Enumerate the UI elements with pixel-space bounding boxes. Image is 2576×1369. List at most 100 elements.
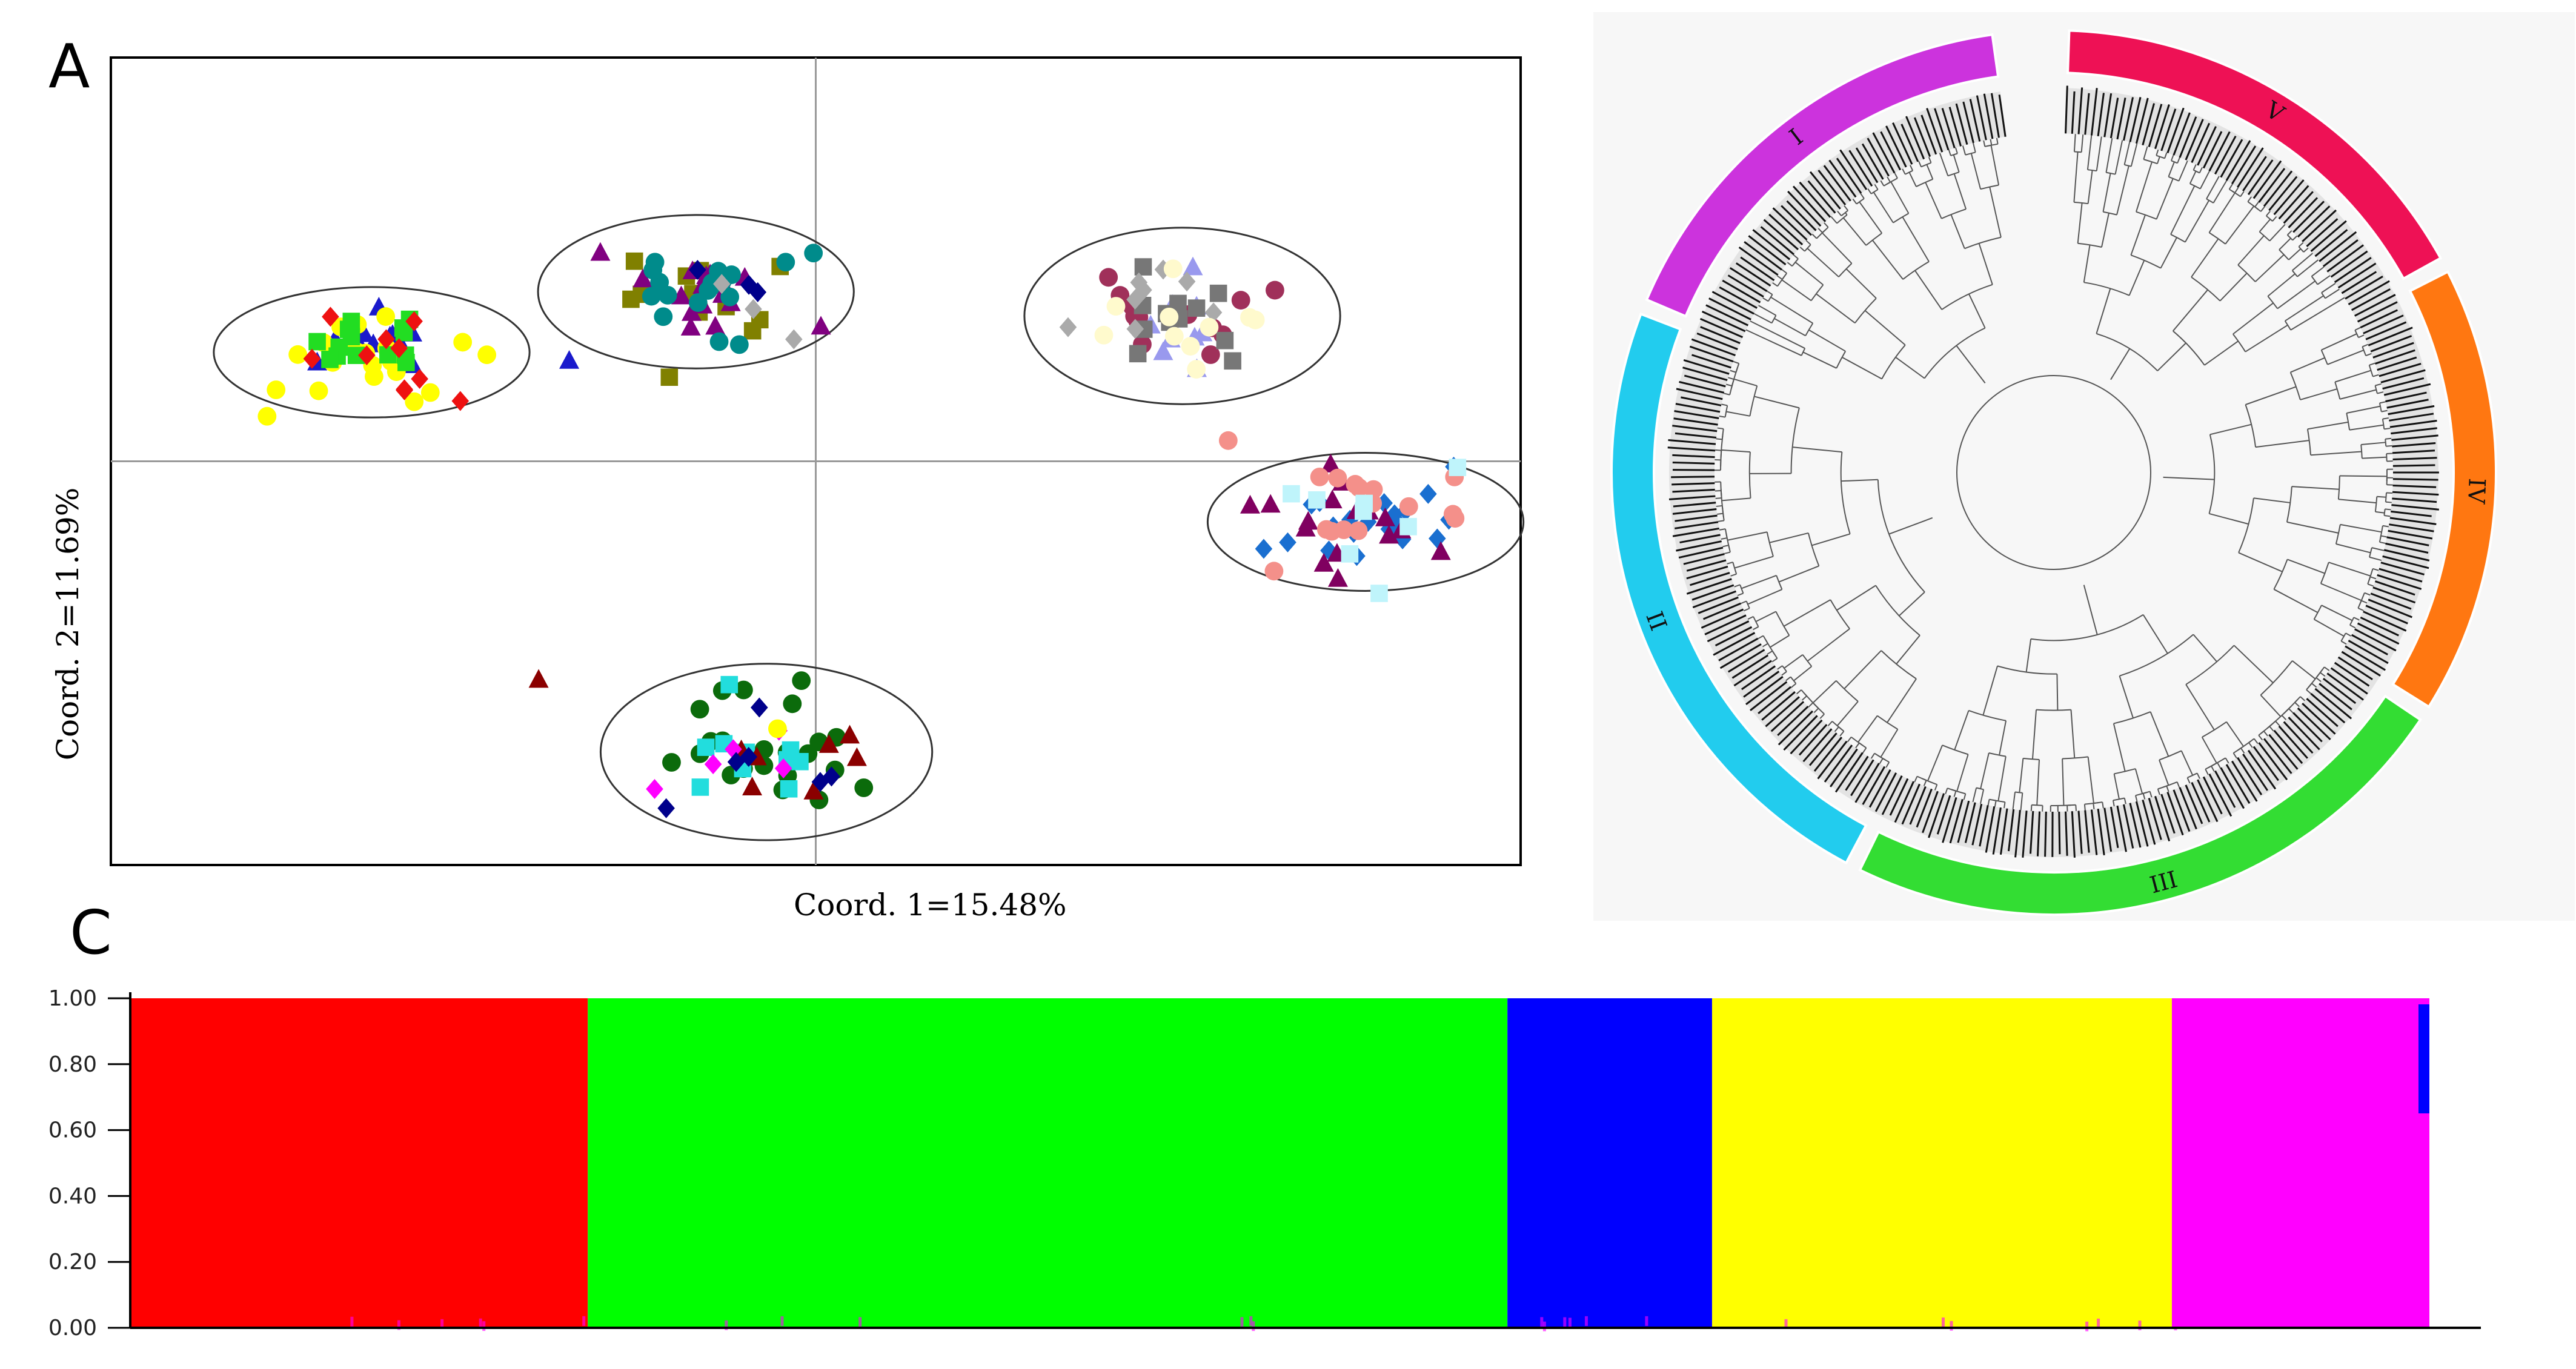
tree-branch [2163,476,2215,480]
leaf-label [2392,478,2438,481]
data-point [776,253,795,272]
tree-branch [1862,747,1867,754]
tree-branch [1771,658,1778,663]
leaf-label [1699,317,1744,339]
leaf-label [1675,521,1719,529]
tree-branch [1718,520,1724,522]
tree-branch [2286,234,2293,241]
tree-branch [1871,189,1879,194]
tree-branch [2123,798,2126,804]
tree-branch [2379,401,2386,404]
leaf-label [2297,205,2331,238]
structure-barplot: 1.00 0.80 0.60 0.40 0.20 0.00 [48,986,2481,1341]
tree-branch [2185,684,2215,731]
leaf-label [1705,304,1749,327]
tree-branch [2159,750,2182,761]
tree-branch [2325,288,2340,299]
leaf-label [1874,772,1897,812]
tree-branch [2273,559,2288,590]
tree-branch [2062,758,2065,806]
tree-branch [1796,689,1802,695]
data-point [376,307,396,326]
tree-branch [2130,214,2146,256]
leaf-label [1672,508,1717,515]
tree-branch [2349,625,2356,629]
tree-branch [1722,545,1729,548]
data-point [1240,494,1260,514]
leaf-label [2202,131,2223,169]
leaf-label [2310,220,2347,252]
data-point [1209,284,1227,302]
leaf-label [2345,275,2383,300]
data-point [1320,454,1341,472]
data-point [722,265,741,284]
leaf-label [2372,586,2416,604]
tree-branch [1851,736,1863,746]
tree-branch [1730,367,1739,388]
tree-branch [2381,409,2388,413]
tree-branch [2292,235,2298,241]
tree-branch [2205,769,2209,775]
clade-band-II [1610,312,1868,865]
data-point [1346,475,1365,494]
leaf-label [2071,811,2076,858]
leaf-label [1850,759,1874,797]
tree-branch [2310,451,2362,456]
leaf-label [2220,139,2243,178]
leaf-label [2123,97,2134,141]
leaf-label [1715,626,1753,647]
tree-branch [2173,330,2205,366]
tree-branch [1847,737,1852,743]
tree-branch [1808,702,1814,708]
leaf-label [2297,707,2331,740]
tree-branch [2102,173,2111,212]
tree-branch [2320,583,2362,602]
leaf-label [1707,620,1750,643]
tree-branch [1807,532,1820,566]
tree-branch [1758,305,1777,316]
leaf-label [2322,239,2359,268]
tree-branch [1769,532,1809,543]
data-point [646,779,663,800]
tree-branch [1737,592,1744,597]
tree-branch [1954,710,1970,751]
tree-branch [1902,260,1930,280]
leaf-label [1683,553,1725,565]
data-point [720,675,739,694]
leaf-label [2116,805,2127,852]
tree-branch [2237,740,2251,751]
tree-branch [2369,556,2382,562]
data-point [642,287,661,306]
data-point [477,345,497,365]
tree-branch [1950,214,1965,249]
leaf-label [2363,611,2407,632]
tree-branch [2320,672,2326,677]
data-point [1264,562,1284,581]
tree-branch [2180,751,2194,776]
tree-branch [2149,791,2153,798]
leaf-label [2380,369,2426,383]
data-point [405,311,423,331]
leaf-label [2173,789,2191,832]
tree-branch [1781,269,1787,274]
leaf-label [2385,391,2427,403]
leaf-label [2382,377,2425,390]
tree-branch [1811,533,1850,546]
tree-branch [1730,573,1737,577]
tree-branch [2240,747,2245,754]
data-point [1255,539,1273,559]
leaf-label [2283,191,2314,224]
tree-branch [2143,159,2158,165]
tree-branch [2377,391,2384,394]
data-point [309,381,328,400]
tree-branch [2157,342,2186,371]
tree-branch [1715,449,1722,451]
data-point [1322,489,1343,509]
tree-branch [1885,761,1890,768]
leaf-label [1698,596,1739,614]
leaf-label [1691,338,1736,357]
clade-band-III [1858,694,2422,916]
leaf-label [1867,138,1890,177]
data-point [846,747,867,766]
tree-branch [1840,452,1851,534]
